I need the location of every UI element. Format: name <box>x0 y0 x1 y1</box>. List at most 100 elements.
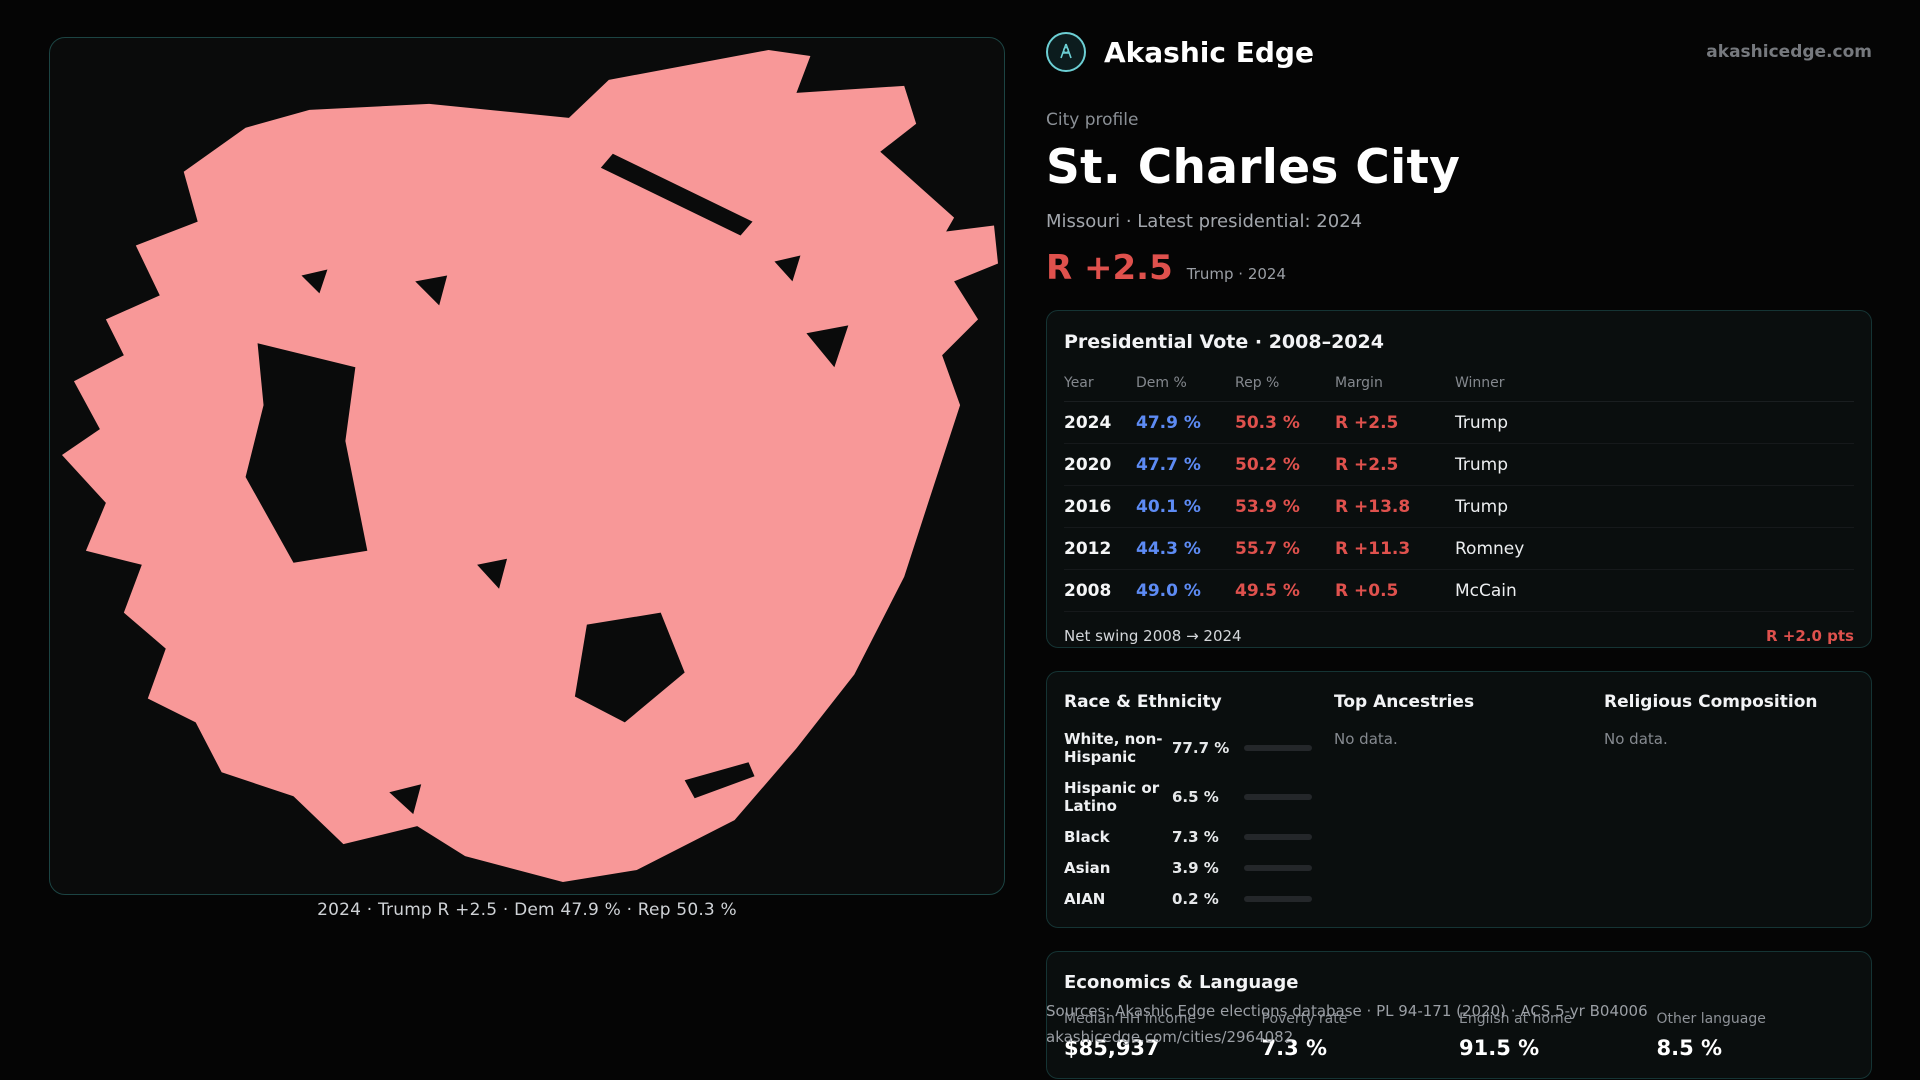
list-item: White, non-Hispanic 77.7 % <box>1064 730 1314 766</box>
footer: Sources: Akashic Edge elections database… <box>1046 998 1648 1051</box>
list-item: Asian 3.9 % <box>1064 859 1314 877</box>
race-value: 6.5 % <box>1172 788 1219 806</box>
race-label: AIAN <box>1064 890 1106 908</box>
cell-winner: Romney <box>1455 538 1525 559</box>
col-winner: Winner <box>1455 375 1505 391</box>
col-year: Year <box>1064 375 1094 391</box>
race-label: Hispanic or Latino <box>1064 779 1160 815</box>
profile-subtitle: Missouri · Latest presidential: 2024 <box>1046 211 1363 232</box>
cell-dem: 40.1 % <box>1136 496 1201 517</box>
permalink[interactable]: akashicedge.com/cities/2964082 <box>1046 1028 1294 1047</box>
stat-value: $85,937 <box>1064 1036 1160 1060</box>
map-panel <box>49 37 1005 895</box>
cell-year: 2020 <box>1064 454 1112 475</box>
cell-rep: 55.7 % <box>1235 538 1300 559</box>
cell-dem: 44.3 % <box>1136 538 1201 559</box>
table-row: 2020 47.7 % 50.2 % R +2.5 Trump <box>1064 444 1854 486</box>
brand-name: Akashic Edge <box>1104 35 1314 69</box>
stat-value: 7.3 % <box>1261 1036 1328 1060</box>
religious-composition-title: Religious Composition <box>1604 692 1818 712</box>
net-swing-row: Net swing 2008 → 2024 R +2.0 pts <box>1064 612 1854 660</box>
cell-dem: 49.0 % <box>1136 580 1201 601</box>
cell-margin: R +11.3 <box>1335 538 1411 559</box>
top-ancestries-title: Top Ancestries <box>1334 692 1475 712</box>
table-row: 2012 44.3 % 55.7 % R +11.3 Romney <box>1064 528 1854 570</box>
top-ancestries-section: Top Ancestries No data. <box>1334 692 1584 921</box>
race-label: White, non-Hispanic <box>1064 730 1163 766</box>
cell-year: 2012 <box>1064 538 1112 559</box>
stat-poverty-rate: Poverty rate 7.3 % <box>1262 1011 1460 1060</box>
brand-logo-icon <box>1046 32 1086 72</box>
demographics-card: Race & Ethnicity White, non-Hispanic 77.… <box>1046 671 1872 928</box>
stat-english-at-home: English at home 91.5 % <box>1459 1011 1657 1060</box>
map-caption: 2024 · Trump R +2.5 · Dem 47.9 % · Rep 5… <box>317 900 737 920</box>
col-dem: Dem % <box>1136 375 1187 391</box>
cell-winner: Trump <box>1455 496 1509 517</box>
race-bar <box>1244 745 1312 751</box>
cell-margin: R +13.8 <box>1335 496 1411 517</box>
list-item: Black 7.3 % <box>1064 828 1314 846</box>
table-row: 2016 40.1 % 53.9 % R +13.8 Trump <box>1064 486 1854 528</box>
stat-median-income: Median HH income $85,937 <box>1064 1011 1262 1060</box>
cell-margin: R +0.5 <box>1335 580 1399 601</box>
page-title: St. Charles City <box>1046 140 1461 195</box>
religious-composition-section: Religious Composition No data. <box>1604 692 1854 921</box>
stat-value: 8.5 % <box>1656 1036 1723 1060</box>
site-link[interactable]: akashicedge.com <box>1706 42 1872 62</box>
cell-dem: 47.7 % <box>1136 454 1201 475</box>
race-bar <box>1244 834 1312 840</box>
race-label: Black <box>1064 828 1110 846</box>
cell-margin: R +2.5 <box>1335 412 1399 433</box>
stat-label: English at home <box>1459 1011 1573 1027</box>
profile-kicker: City profile <box>1046 110 1139 130</box>
race-ethnicity-title: Race & Ethnicity <box>1064 692 1222 712</box>
race-label: Asian <box>1064 859 1111 877</box>
cell-winner: Trump <box>1455 412 1509 433</box>
city-boundary-shape <box>61 49 999 883</box>
race-ethnicity-section: Race & Ethnicity White, non-Hispanic 77.… <box>1064 692 1314 921</box>
stat-label: Other language <box>1656 1011 1766 1027</box>
presidential-vote-card: Presidential Vote · 2008–2024 Year Dem %… <box>1046 310 1872 648</box>
stat-value: 91.5 % <box>1459 1036 1540 1060</box>
col-margin: Margin <box>1335 375 1383 391</box>
cell-margin: R +2.5 <box>1335 454 1399 475</box>
net-swing-value: R +2.0 pts <box>1766 627 1854 645</box>
race-value: 0.2 % <box>1172 890 1219 908</box>
race-bar <box>1244 896 1312 902</box>
cell-year: 2008 <box>1064 580 1112 601</box>
stat-label: Poverty rate <box>1261 1011 1348 1027</box>
header: Akashic Edge akashicedge.com <box>1046 30 1872 74</box>
race-bar <box>1244 794 1312 800</box>
net-swing-label: Net swing 2008 → 2024 <box>1064 627 1242 645</box>
race-value: 7.3 % <box>1172 828 1219 846</box>
list-item: Hispanic or Latino 6.5 % <box>1064 779 1314 815</box>
list-item: AIAN 0.2 % <box>1064 890 1314 908</box>
cell-rep: 53.9 % <box>1235 496 1300 517</box>
stat-other-language: Other language 8.5 % <box>1657 1011 1855 1060</box>
col-rep: Rep % <box>1235 375 1280 391</box>
cell-rep: 50.2 % <box>1235 454 1300 475</box>
profile-column: Akashic Edge akashicedge.com City profil… <box>1046 30 1872 1079</box>
table-row: 2008 49.0 % 49.5 % R +0.5 McCain <box>1064 570 1854 612</box>
race-bar <box>1244 865 1312 871</box>
cell-year: 2016 <box>1064 496 1112 517</box>
economics-stats: Median HH income $85,937 Poverty rate 7.… <box>1064 1011 1854 1060</box>
stat-label: Median HH income <box>1064 1011 1197 1027</box>
vote-table-header: Year Dem % Rep % Margin Winner <box>1064 367 1854 402</box>
cell-dem: 47.9 % <box>1136 412 1201 433</box>
cell-winner: McCain <box>1455 580 1517 601</box>
sources-note: Sources: Akashic Edge elections database… <box>1046 1002 1648 1020</box>
cell-rep: 50.3 % <box>1235 412 1300 433</box>
economics-card: Economics & Language Median HH income $8… <box>1046 951 1872 1079</box>
vote-card-title: Presidential Vote · 2008–2024 <box>1064 331 1384 353</box>
city-map <box>61 49 999 883</box>
cell-winner: Trump <box>1455 454 1509 475</box>
cell-year: 2024 <box>1064 412 1112 433</box>
race-value: 3.9 % <box>1172 859 1219 877</box>
cell-rep: 49.5 % <box>1235 580 1300 601</box>
table-row: 2024 47.9 % 50.3 % R +2.5 Trump <box>1064 402 1854 444</box>
headline-margin-row: R +2.5 Trump · 2024 <box>1046 248 1872 288</box>
ancestries-empty-state: No data. <box>1334 730 1398 748</box>
religion-empty-state: No data. <box>1604 730 1668 748</box>
